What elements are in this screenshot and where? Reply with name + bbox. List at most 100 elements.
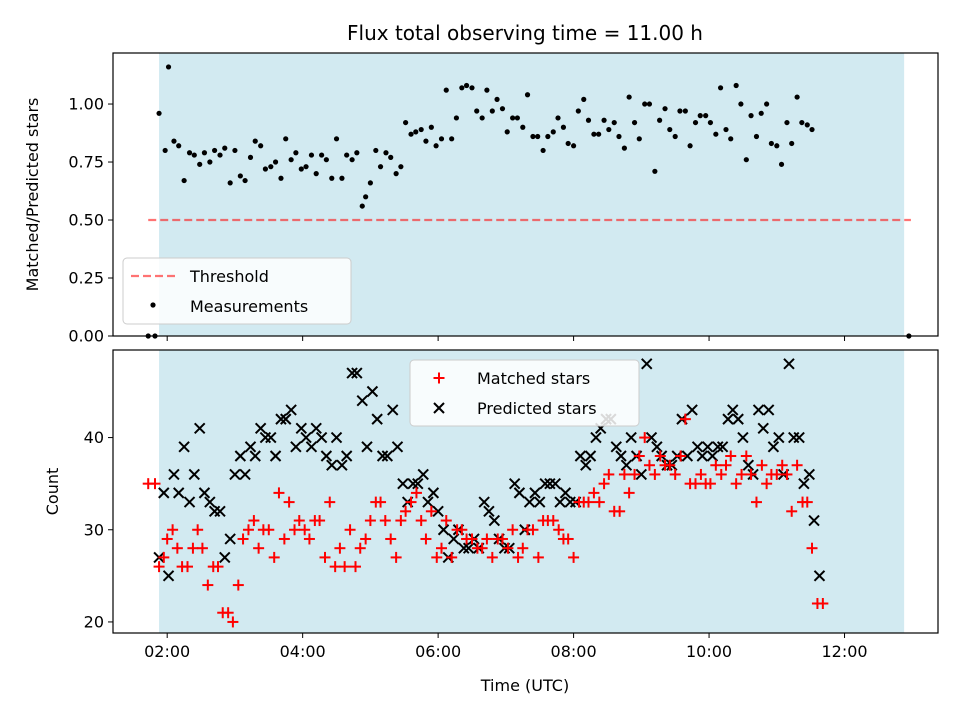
matched-star-point [664, 459, 676, 471]
predicted-star-point [326, 459, 338, 471]
predicted-star-point [158, 487, 170, 499]
measurement-point [804, 122, 810, 128]
matched-star-point [730, 478, 742, 490]
measurement-point [191, 152, 197, 158]
measurement-point [438, 136, 445, 142]
matched-star-point [196, 542, 208, 554]
measurement-point [717, 85, 724, 91]
measurement-point [662, 106, 668, 112]
x-tick-label: 08:00 [551, 642, 597, 661]
top-y-ticks: 0.00 0.25 0.50 0.75 1.00 [68, 95, 113, 346]
predicted-star-point [346, 367, 358, 379]
matched-star-point [187, 542, 199, 554]
measurement-point [453, 115, 460, 121]
legend-threshold-label: Threshold [189, 267, 269, 286]
predicted-star-point [330, 431, 343, 444]
predicted-star-point [706, 450, 719, 462]
bottom-x-ticks: 02:00 04:00 06:00 08:00 10:00 12:00 [144, 633, 868, 661]
matched-star-point [158, 551, 170, 563]
measurement-point [443, 87, 449, 93]
matched-star-point [385, 533, 397, 545]
predicted-star-point [513, 487, 526, 499]
measurement-point [733, 82, 739, 89]
predicted-star-point [340, 450, 353, 462]
predicted-star-point [397, 477, 409, 490]
predicted-star-point [462, 542, 475, 554]
measurement-point [723, 126, 729, 133]
measurement-point [207, 159, 213, 165]
legend-predicted-swatch [433, 402, 445, 414]
measurement-point [428, 124, 434, 130]
predicted-star-point [366, 385, 379, 398]
matched-star-point [593, 496, 605, 508]
matched-star-point [740, 450, 752, 462]
predicted-star-point [590, 431, 602, 444]
predicted-star-point [798, 477, 810, 490]
matched-star-point [420, 533, 432, 545]
matched-star-point [273, 487, 285, 499]
predicted-star-point [610, 441, 622, 453]
measurement-point [283, 136, 289, 142]
measurement-point [359, 203, 365, 209]
matched-star-point [704, 478, 716, 490]
predicted-star-point [265, 431, 277, 444]
measurement-point [459, 85, 465, 91]
measurement-point [354, 150, 360, 156]
matched-star-point [324, 496, 336, 508]
x-tick-label: 12:00 [821, 642, 867, 661]
matched-star-point [745, 468, 757, 480]
measurement-point [212, 147, 218, 154]
predicted-star-point [391, 441, 404, 453]
x-tick-label: 10:00 [686, 642, 732, 661]
matched-star-point [481, 533, 493, 545]
predicted-star-point [432, 505, 444, 518]
matched-star-point [167, 524, 179, 536]
predicted-star-point [376, 450, 389, 462]
predicted-star-point [204, 496, 216, 508]
predicted-star-point [254, 422, 267, 435]
measurement-point [652, 168, 658, 174]
matched-star-point [182, 561, 194, 573]
matched-star-point [532, 551, 544, 563]
matched-stars-points [142, 413, 829, 628]
predicted-star-point [549, 477, 562, 490]
measurement-point [232, 147, 238, 154]
matched-star-point [242, 524, 254, 536]
measurement-point [581, 96, 587, 102]
matched-star-point [582, 496, 594, 508]
predicted-star-point [559, 487, 572, 499]
top-x-ticks [166, 336, 846, 341]
measurement-point [570, 143, 577, 149]
matched-star-point [400, 505, 412, 517]
measurement-point [703, 113, 709, 119]
predicted-star-point [422, 496, 434, 508]
measurement-point [809, 126, 815, 133]
predicted-star-point [275, 413, 287, 425]
measurement-point [298, 166, 304, 172]
matched-star-point [222, 607, 234, 619]
bottom-y-ticks: 20 30 40 [84, 428, 113, 631]
matched-star-point [237, 533, 249, 545]
bottom-panel-frame [112, 349, 939, 634]
matched-star-point [192, 524, 204, 536]
measurement-point [530, 133, 536, 140]
matched-star-point [690, 478, 702, 490]
predicted-star-point [752, 404, 765, 416]
predicted-star-point [290, 441, 302, 453]
predicted-star-point [803, 468, 816, 481]
measurement-point [677, 108, 683, 114]
predicted-star-point [447, 533, 460, 545]
matched-star-point [496, 533, 508, 545]
measurement-point [433, 143, 439, 149]
matched-star-point [649, 468, 661, 480]
predicted-star-point [300, 431, 312, 444]
predicted-star-point [178, 441, 190, 453]
measurement-point [489, 108, 495, 114]
predicted-star-point [625, 431, 637, 444]
measurement-point [621, 145, 627, 151]
measurement-point [288, 157, 294, 163]
measurement-point [165, 64, 172, 70]
y-tick-label: 30 [84, 520, 104, 539]
matched-star-point [771, 468, 783, 480]
matched-star-point [212, 561, 224, 573]
